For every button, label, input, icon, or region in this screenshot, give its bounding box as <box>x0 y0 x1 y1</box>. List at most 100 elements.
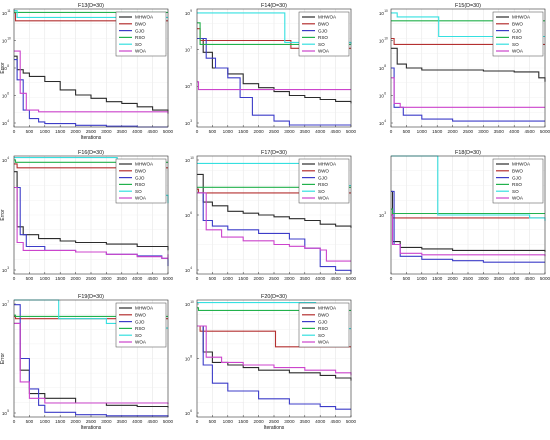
x-tick-label: 1500 <box>238 129 249 134</box>
y-tick-label: 10 <box>379 11 385 16</box>
x-tick-label: 4000 <box>132 276 143 281</box>
x-tick-label: 5000 <box>346 419 357 424</box>
series-line-gjo <box>14 59 168 128</box>
x-tick-label: 0 <box>13 129 16 134</box>
y-tick-exponent: 8 <box>190 355 192 359</box>
axes-box <box>13 299 169 418</box>
y-tick-label: 10 <box>379 66 385 71</box>
legend-label-rso: RSO <box>318 182 328 187</box>
series-line-mhwoa <box>14 55 169 114</box>
x-tick-label: 3000 <box>284 129 295 134</box>
x-tick-label: 4500 <box>147 129 158 134</box>
y-tick-label: 10 <box>2 93 8 98</box>
legend-label-woa: WOA <box>318 340 330 345</box>
y-tick-exponent: 10 <box>190 156 194 160</box>
x-tick-label: 3500 <box>117 129 128 134</box>
y-tick-label: 10 <box>2 268 8 273</box>
series-line-gjo <box>197 325 351 410</box>
legend-label-rso: RSO <box>135 182 145 187</box>
x-tick-label: 5000 <box>163 129 174 134</box>
y-axis-label: Error <box>0 353 6 364</box>
y-tick-exponent: 6 <box>384 92 386 96</box>
y-tick-label: 10 <box>2 11 8 16</box>
legend-label-woa: WOA <box>318 196 330 201</box>
x-tick-label: 4000 <box>132 129 143 134</box>
chart-title: F16(D=30) <box>78 150 104 156</box>
y-tick-label: 10 <box>185 302 191 307</box>
series-line-woa <box>197 192 351 262</box>
legend-label-gjo: GJO <box>512 175 522 180</box>
x-axis-label: Iterations <box>264 425 285 431</box>
y-tick-label: 10 <box>185 411 191 416</box>
series-line-gjo <box>197 192 352 273</box>
x-tick-label: 5000 <box>346 276 357 281</box>
legend-label-woa: WOA <box>135 340 147 345</box>
x-tick-label: 2500 <box>86 276 97 281</box>
x-tick-label: 2500 <box>463 129 474 134</box>
x-tick-label: 5000 <box>163 276 174 281</box>
axes-box <box>390 8 546 128</box>
x-tick-label: 1000 <box>223 419 234 424</box>
y-tick-exponent: 7 <box>190 46 192 50</box>
x-tick-label: 2000 <box>447 129 458 134</box>
series-line-rso <box>14 314 168 317</box>
x-tick-label: 3000 <box>284 276 295 281</box>
legend-label-gjo: GJO <box>135 319 145 324</box>
x-tick-label: 1000 <box>417 129 428 134</box>
legend-box <box>492 158 544 204</box>
x-tick-label: 500 <box>26 129 34 134</box>
y-tick-label: 10 <box>185 158 191 163</box>
chart-title: F20(D=30) <box>261 294 287 300</box>
x-tick-label: 0 <box>196 129 199 134</box>
y-tick-exponent: 4 <box>384 119 386 123</box>
y-tick-exponent: 6 <box>7 92 9 96</box>
x-tick-label: 1000 <box>223 129 234 134</box>
x-tick-label: 3500 <box>494 276 505 281</box>
y-tick-label: 10 <box>185 121 191 126</box>
y-tick-label: 10 <box>379 213 385 218</box>
legend-box <box>492 11 544 57</box>
x-tick-label: 0 <box>196 276 199 281</box>
axes-box <box>13 155 169 275</box>
legend-label-bwo: BWO <box>318 313 329 318</box>
x-tick-label: 1000 <box>223 276 234 281</box>
legend-label-gjo: GJO <box>512 28 522 33</box>
chart-title: F17(D=30) <box>261 150 287 156</box>
y-tick-exponent: 10 <box>190 300 194 304</box>
legend-box <box>115 158 167 204</box>
x-tick-label: 1500 <box>238 419 249 424</box>
y-tick-label: 10 <box>185 356 191 361</box>
series-line-bwo <box>14 163 168 169</box>
series-line-woa <box>14 186 169 259</box>
x-tick-label: 2500 <box>269 419 280 424</box>
y-tick-label: 10 <box>379 93 385 98</box>
legend-label-gjo: GJO <box>318 319 328 324</box>
legend-box <box>115 302 167 348</box>
chart-title: F15(D=30) <box>455 3 481 9</box>
x-tick-label: 2500 <box>269 129 280 134</box>
x-tick-label: 1000 <box>417 276 428 281</box>
series-line-woa <box>391 214 546 257</box>
y-tick-label: 10 <box>2 158 8 163</box>
y-tick-exponent: 10 <box>384 9 388 13</box>
x-tick-label: 5000 <box>163 419 174 424</box>
y-tick-exponent: 10 <box>7 37 11 41</box>
legend-label-rso: RSO <box>318 35 328 40</box>
legend-label-so: SO <box>135 333 142 338</box>
y-tick-exponent: 3 <box>7 266 9 270</box>
y-tick-label: 10 <box>185 268 191 273</box>
series-line-bwo <box>391 37 545 45</box>
legend-box <box>298 158 350 204</box>
chart-panel-0: 0 500 1000 1500 2000 2500 3000 3500 4000 4500 5000… <box>0 3 174 141</box>
legend-label-bwo: BWO <box>318 22 329 27</box>
x-tick-label: 2500 <box>86 129 97 134</box>
series-line-rso <box>197 307 351 311</box>
x-tick-label: 4000 <box>132 419 143 424</box>
legend-label-gjo: GJO <box>135 28 145 33</box>
series-line-mhwoa <box>197 173 352 228</box>
legend-label-rso: RSO <box>512 182 522 187</box>
legend-label-rso: RSO <box>135 35 145 40</box>
y-tick-label: 10 <box>2 411 8 416</box>
x-tick-label: 0 <box>13 419 16 424</box>
series-line-mhwoa <box>14 171 169 251</box>
